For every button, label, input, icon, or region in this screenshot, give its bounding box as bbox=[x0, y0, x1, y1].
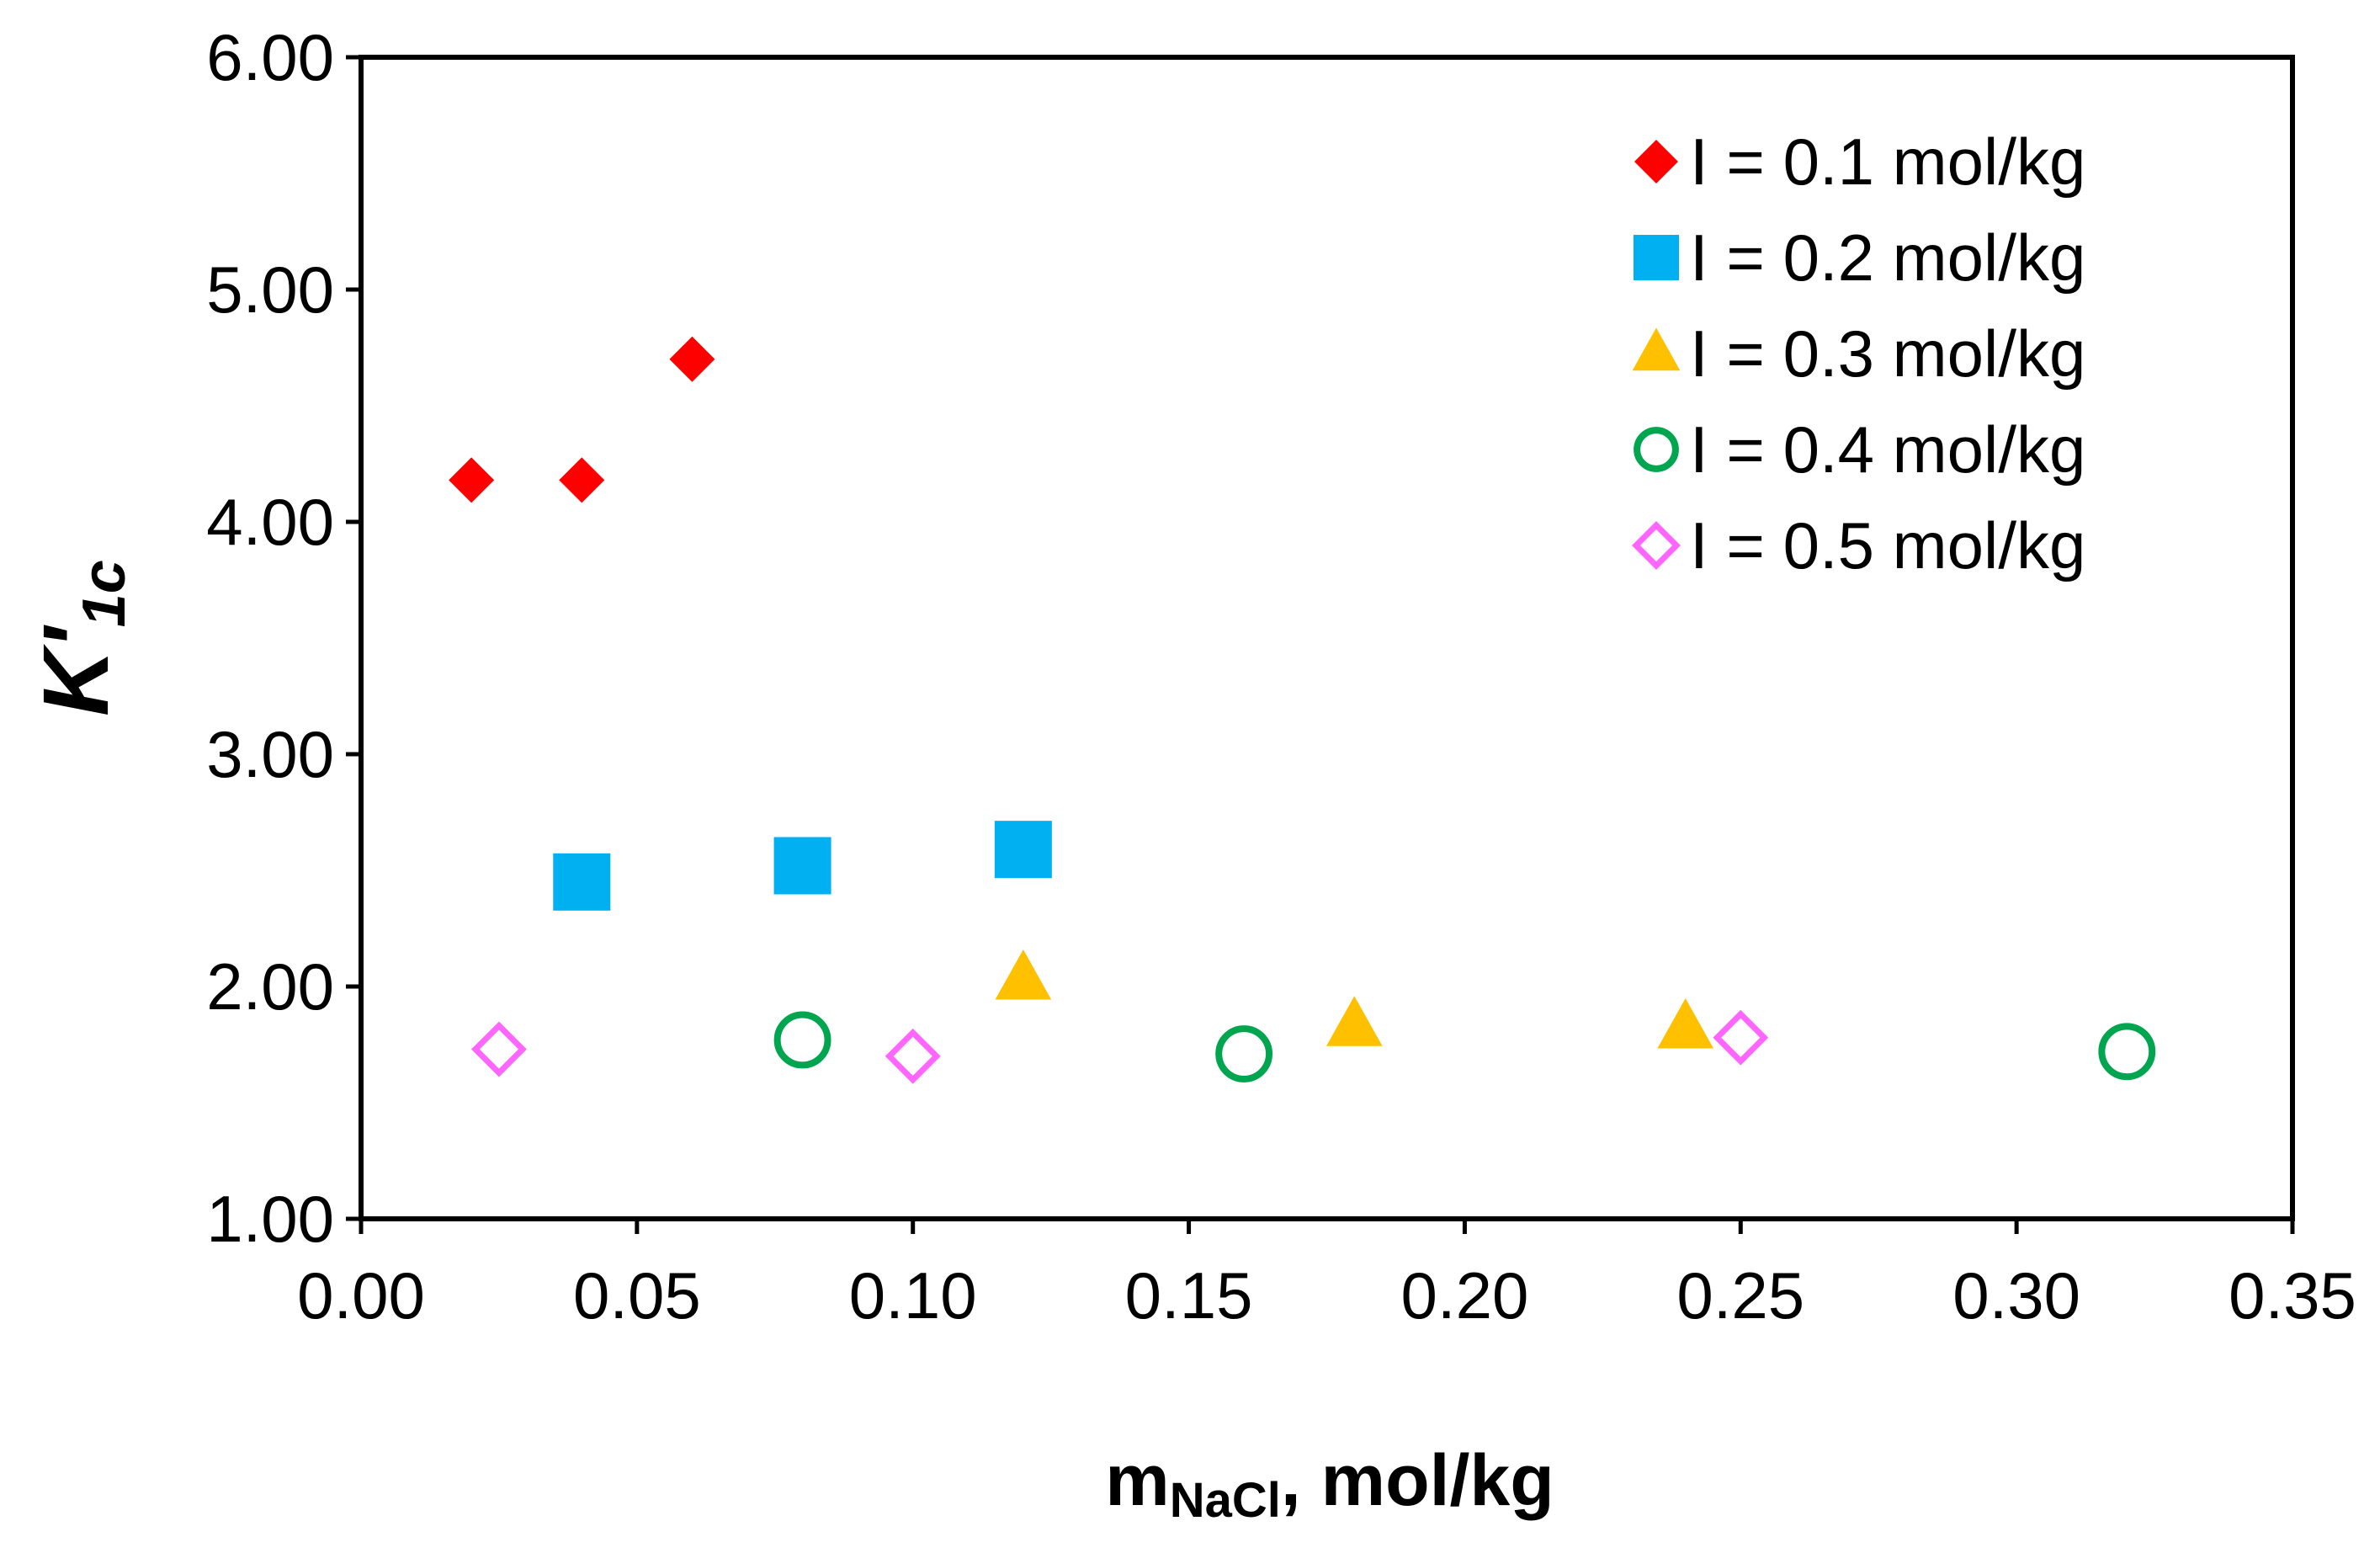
y-axis-title-sub: 1c bbox=[71, 560, 138, 627]
data-point-series-3 bbox=[995, 949, 1052, 1000]
data-point-series-1 bbox=[559, 457, 605, 503]
y-tick-label: 3.00 bbox=[206, 717, 334, 791]
data-point-series-2 bbox=[553, 853, 611, 911]
legend-marker-1 bbox=[1634, 140, 1678, 183]
data-point-series-4 bbox=[1215, 1025, 1273, 1082]
x-axis: 0.00 0.05 0.10 0.15 0.20 0.25 0.30 0.35 bbox=[297, 1219, 2356, 1332]
x-tick-label: 0.30 bbox=[1952, 1258, 2080, 1332]
x-tick-label: 0.25 bbox=[1676, 1258, 1804, 1332]
legend-label-1: I = 0.1 mol/kg bbox=[1690, 125, 2085, 199]
legend-label-3: I = 0.3 mol/kg bbox=[1690, 316, 2085, 391]
legend-marker-4 bbox=[1634, 427, 1679, 472]
y-tick-label: 1.00 bbox=[206, 1182, 334, 1256]
plot-area bbox=[359, 55, 2295, 1221]
y-tick-label: 5.00 bbox=[206, 253, 334, 327]
x-tick-label: 0.35 bbox=[2229, 1258, 2356, 1332]
x-tick-label: 0.10 bbox=[849, 1258, 977, 1332]
x-axis-title: mNaCl, mol/kg bbox=[1105, 1440, 1554, 1528]
legend-label-5: I = 0.5 mol/kg bbox=[1690, 508, 2085, 582]
legend-label-2: I = 0.2 mol/kg bbox=[1690, 221, 2085, 295]
data-point-series-3 bbox=[1657, 997, 1714, 1049]
x-axis-title-main: m bbox=[1105, 1440, 1169, 1521]
y-axis: 1.00 2.00 3.00 4.00 5.00 6.00 bbox=[206, 20, 361, 1256]
x-tick-label: 0.05 bbox=[573, 1258, 701, 1332]
legend-marker-5 bbox=[1632, 521, 1681, 570]
legend-marker-3 bbox=[1632, 327, 1681, 371]
data-point-series-1 bbox=[669, 336, 715, 382]
data-points bbox=[449, 336, 2156, 1084]
data-point-series-5 bbox=[1713, 1009, 1769, 1066]
legend: I = 0.1 mol/kg I = 0.2 mol/kg I = 0.3 mol/… bbox=[1632, 125, 2085, 582]
data-point-series-3 bbox=[1325, 996, 1383, 1046]
data-point-series-2 bbox=[994, 821, 1052, 879]
data-point-series-4 bbox=[773, 1011, 831, 1069]
data-point-series-2 bbox=[773, 837, 831, 895]
x-axis-title-rest: , mol/kg bbox=[1281, 1440, 1554, 1521]
x-tick-label: 0.15 bbox=[1125, 1258, 1253, 1332]
data-point-series-4 bbox=[2098, 1023, 2156, 1081]
legend-marker-2 bbox=[1634, 235, 1679, 280]
y-tick-label: 6.00 bbox=[206, 20, 334, 94]
data-point-series-1 bbox=[449, 457, 495, 503]
y-axis-title-main: K' bbox=[24, 624, 128, 715]
y-tick-label: 2.00 bbox=[206, 949, 334, 1024]
x-tick-label: 0.00 bbox=[297, 1258, 425, 1332]
data-point-series-5 bbox=[470, 1021, 527, 1077]
x-axis-title-sub: NaCl bbox=[1170, 1473, 1281, 1528]
y-axis-title: K'1c bbox=[24, 560, 138, 716]
legend-label-4: I = 0.4 mol/kg bbox=[1690, 412, 2085, 487]
data-point-series-5 bbox=[885, 1028, 941, 1084]
y-tick-label: 4.00 bbox=[206, 485, 334, 559]
x-tick-label: 0.20 bbox=[1401, 1258, 1529, 1332]
